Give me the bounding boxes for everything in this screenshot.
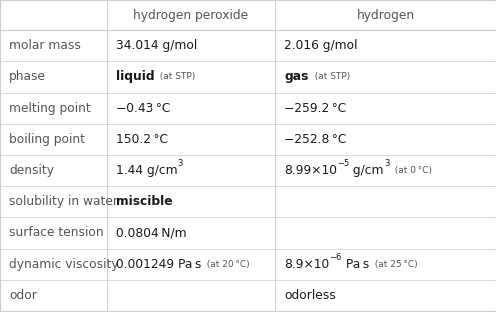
Text: 3: 3 — [384, 159, 389, 168]
Text: boiling point: boiling point — [9, 133, 85, 146]
Text: odorless: odorless — [284, 289, 336, 302]
Text: 8.9×10: 8.9×10 — [284, 258, 329, 271]
Text: 0.001249 Pa s: 0.001249 Pa s — [116, 258, 201, 271]
Text: density: density — [9, 164, 54, 177]
Text: g/cm: g/cm — [350, 164, 384, 177]
Text: odor: odor — [9, 289, 37, 302]
Text: solubility in water: solubility in water — [9, 195, 118, 208]
Text: hydrogen: hydrogen — [357, 8, 415, 22]
Text: −259.2 °C: −259.2 °C — [284, 102, 347, 115]
Text: molar mass: molar mass — [9, 39, 81, 52]
Text: dynamic viscosity: dynamic viscosity — [9, 258, 119, 271]
Text: 2.016 g/mol: 2.016 g/mol — [284, 39, 358, 52]
Text: melting point: melting point — [9, 102, 91, 115]
Text: phase: phase — [9, 70, 46, 84]
Text: liquid: liquid — [116, 70, 154, 84]
Text: (at STP): (at STP) — [309, 73, 350, 81]
Text: 8.99×10: 8.99×10 — [284, 164, 337, 177]
Text: Pa s: Pa s — [342, 258, 369, 271]
Text: −6: −6 — [329, 252, 342, 261]
Text: 34.014 g/mol: 34.014 g/mol — [116, 39, 197, 52]
Text: surface tension: surface tension — [9, 226, 104, 239]
Text: 150.2 °C: 150.2 °C — [116, 133, 168, 146]
Text: gas: gas — [284, 70, 309, 84]
Text: (at 25 °C): (at 25 °C) — [369, 260, 418, 269]
Text: −5: −5 — [337, 159, 350, 168]
Text: −0.43 °C: −0.43 °C — [116, 102, 170, 115]
Text: 1.44 g/cm: 1.44 g/cm — [116, 164, 177, 177]
Text: (at 0 °C): (at 0 °C) — [389, 166, 433, 175]
Text: 3: 3 — [177, 159, 183, 168]
Text: miscible: miscible — [116, 195, 172, 208]
Text: (at STP): (at STP) — [154, 73, 195, 81]
Text: hydrogen peroxide: hydrogen peroxide — [133, 8, 248, 22]
Text: (at 20 °C): (at 20 °C) — [201, 260, 249, 269]
Text: 0.0804 N/m: 0.0804 N/m — [116, 226, 186, 239]
Text: −252.8 °C: −252.8 °C — [284, 133, 347, 146]
